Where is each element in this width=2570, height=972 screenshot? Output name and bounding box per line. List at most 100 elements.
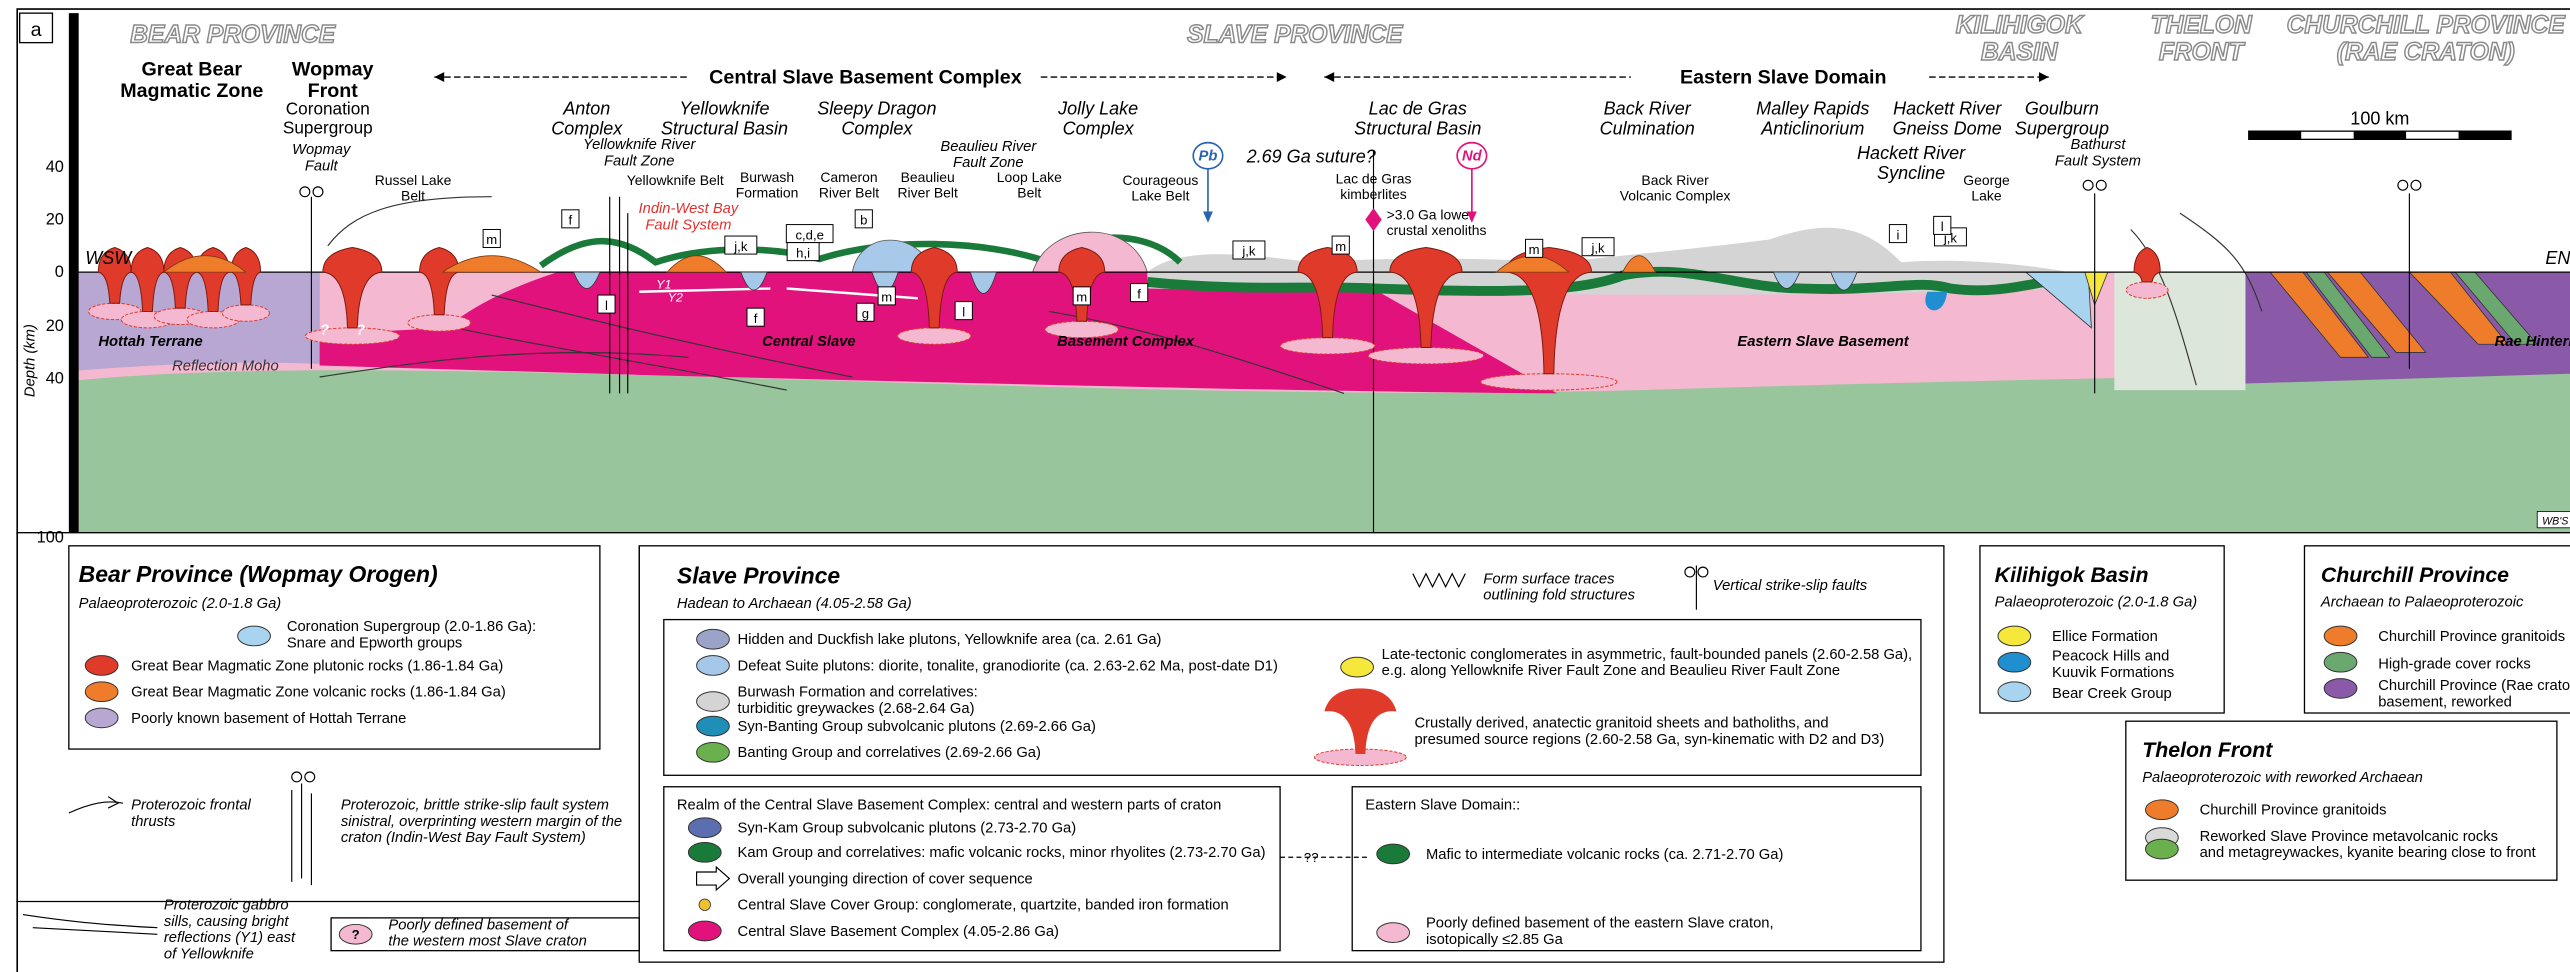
fault-symbol	[313, 187, 323, 197]
text-line: isotopically ≤2.85 Ga	[1426, 932, 1564, 948]
section-label: WopmayFault	[292, 142, 352, 174]
unit-box-label: i	[1897, 227, 1900, 242]
text-line: Volcanic Complex	[1620, 188, 1731, 204]
text-line: Complex	[551, 119, 623, 139]
legend-item: Peacock Hills andKuuvik Formations	[2052, 649, 2174, 681]
scale-label: 100 km	[2350, 109, 2409, 129]
legend-item: Mafic to intermediate volcanic rocks (ca…	[1426, 847, 1783, 863]
text-line: Hackett River	[1893, 99, 2002, 119]
orientation: WSW	[85, 248, 133, 268]
unit-box-label: b	[860, 213, 867, 228]
fault-symbol	[2398, 180, 2408, 190]
scale-bar-segment	[2354, 131, 2406, 139]
swatch	[697, 867, 730, 890]
volcanic-dome	[443, 256, 541, 272]
text-line: Coronation	[286, 99, 370, 119]
legend-item: Central Slave Cover Group: conglomerate,…	[738, 898, 1229, 914]
legend-item: Poorly defined basement of the eastern S…	[1426, 916, 1774, 948]
arrow-head	[2039, 72, 2049, 82]
legend-item: Form surface tracesoutlining fold struct…	[1483, 572, 1635, 604]
source-region	[1368, 348, 1483, 364]
text-line: Belt	[1017, 184, 1041, 200]
depth-tick: 0	[55, 263, 64, 281]
legend-item: Defeat Suite plutons: diorite, tonalite,…	[738, 658, 1278, 674]
fold-symbol	[1413, 574, 1465, 587]
text-line: Lake	[1971, 188, 2001, 204]
text-line: Burwash	[740, 169, 794, 185]
depth-ruler	[69, 13, 79, 533]
text-line: >3.0 Ga lower	[1387, 207, 1474, 223]
text-line: Anton	[562, 99, 610, 119]
text-line: River Belt	[898, 184, 958, 200]
section-label: Back RiverVolcanic Complex	[1620, 172, 1731, 203]
connector-label: ??	[1304, 850, 1319, 865]
legend-item: High-grade cover rocks	[2378, 657, 2530, 673]
sill-label: Y1	[656, 277, 671, 291]
text-line: Yellowknife	[679, 99, 769, 119]
unit-box-label: m	[1529, 242, 1540, 257]
unit-box-label: m	[1076, 290, 1087, 305]
text-line: Sleepy Dragon	[817, 99, 936, 119]
text-line: Wopmay	[292, 142, 352, 158]
legend-item: Churchill Province granitoids	[2200, 803, 2387, 819]
fault-symbol	[2411, 180, 2421, 190]
scale-bar-segment	[2249, 131, 2301, 139]
swatch	[85, 656, 118, 676]
text-line: reflections (Y1) east	[164, 930, 296, 946]
swatch	[2145, 839, 2178, 859]
swatch	[688, 818, 721, 838]
legend-item: Central Slave Basement Complex (4.05-2.8…	[738, 924, 1059, 940]
text-line: Back River	[1604, 99, 1692, 119]
section-label: Yellowknife RiverFault Zone	[583, 137, 696, 169]
text-line: Structural Basin	[661, 119, 788, 139]
text-line: Syncline	[1877, 163, 1945, 183]
text-line: kimberlites	[1340, 186, 1407, 202]
source-region	[2126, 282, 2168, 298]
text-line: Poorly defined basement of the eastern S…	[1426, 916, 1774, 932]
text-line: Peacock Hills and	[2052, 649, 2169, 665]
text-line: sills, causing bright	[164, 914, 290, 930]
text-line: Indin-West Bay	[639, 201, 740, 217]
text-line: crustal xenoliths	[1387, 222, 1487, 238]
text-line: Magmatic Zone	[120, 80, 263, 102]
text-line: Lake Belt	[1131, 188, 1189, 204]
text-line: Lac de Gras	[1369, 99, 1467, 119]
unit-label: Hottah Terrane	[98, 334, 202, 350]
fault-symbol	[305, 772, 315, 782]
swatch	[2324, 679, 2357, 699]
swatch	[2145, 800, 2178, 820]
depth-tick: 20	[46, 211, 64, 229]
swatch	[1998, 682, 2031, 702]
text-line: Fault System	[645, 217, 731, 233]
mantle	[79, 370, 2570, 532]
section-label: Great BearMagmatic Zone	[120, 58, 263, 102]
legend-title: Slave Province	[677, 563, 840, 589]
legend-title: Churchill Province	[2321, 563, 2509, 587]
text-line: Fault Zone	[604, 153, 675, 169]
axis-title: Depth (km)	[22, 324, 38, 397]
text-line: Proterozoic, brittle strike-slip fault s…	[341, 798, 609, 814]
legend-subtitle: Palaeoproterozoic (2.0-1.8 Ga)	[79, 596, 282, 612]
text-line: FRONT	[2159, 39, 2246, 66]
legend-subtitle: Hadean to Archaean (4.05-2.58 Ga)	[677, 596, 912, 612]
text-line: BASIN	[1981, 39, 2059, 66]
text-line: Cameron	[820, 169, 877, 185]
text-line: outlining fold structures	[1483, 588, 1635, 604]
swatch	[1341, 657, 1374, 677]
text-line: Proterozoic frontal	[131, 798, 251, 814]
swatch	[688, 921, 721, 941]
section-label: BathurstFault System	[2055, 137, 2141, 169]
text-line: presumed source regions (2.60-2.58 Ga, s…	[1414, 732, 1884, 748]
province-title: KILIHIGOKBASIN	[1956, 12, 2085, 66]
legend-item: Proterozoic gabbrosills, causing brightr…	[164, 898, 296, 963]
text-line: Burwash Formation and correlatives:	[738, 685, 978, 701]
scale-bar-segment	[2459, 131, 2511, 139]
unknown-marker: ?	[356, 322, 365, 338]
swatch	[1324, 688, 1396, 754]
swatch	[1377, 923, 1410, 943]
legend-item: Hidden and Duckfish lake plutons, Yellow…	[738, 632, 1162, 648]
text-line: Gneiss Dome	[1893, 119, 2002, 139]
swatch	[2324, 626, 2357, 646]
